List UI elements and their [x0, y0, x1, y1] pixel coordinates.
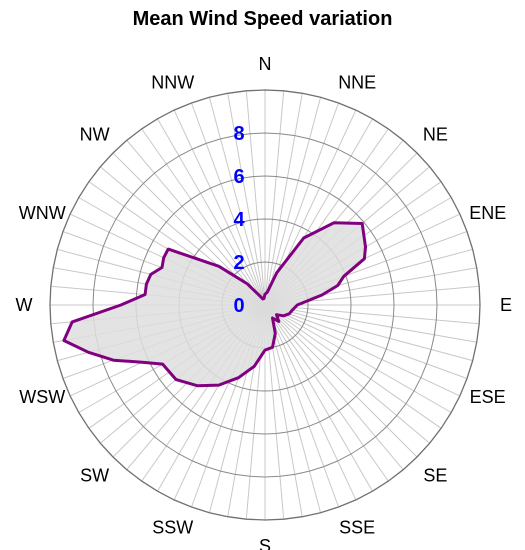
grid-ring	[92, 132, 438, 478]
grid-spoke	[264, 304, 418, 458]
direction-label-wsw: WSW	[19, 387, 65, 407]
grid-spoke	[157, 118, 266, 306]
radial-tick-label: 2	[233, 252, 244, 274]
grid-spoke	[227, 93, 266, 306]
direction-label-ne: NE	[423, 125, 448, 145]
direction-label-ssw: SSW	[152, 518, 193, 538]
grid-spoke	[264, 304, 477, 343]
grid-ring	[135, 175, 395, 435]
grid-spoke	[264, 304, 461, 397]
grid-spoke	[264, 304, 404, 471]
grid-spoke	[264, 304, 373, 492]
grid-spoke	[173, 109, 266, 306]
direction-label-ese: ESE	[470, 387, 506, 407]
direction-label-n: N	[259, 54, 272, 74]
grid-spoke	[264, 304, 389, 482]
radial-tick-label: 0	[233, 295, 244, 317]
direction-label-sse: SSE	[339, 518, 375, 538]
grid-spoke	[141, 128, 266, 306]
grid-spoke	[245, 90, 266, 306]
direction-label-wnw: WNW	[19, 203, 66, 223]
series-layer	[62, 221, 367, 388]
grid-spoke	[191, 102, 266, 306]
grid-spoke	[264, 90, 285, 306]
grid-spoke	[264, 97, 322, 306]
grid-spoke	[208, 97, 266, 306]
grid-spoke	[264, 304, 452, 413]
chart-title: Mean Wind Speed variation	[132, 8, 393, 30]
radial-tick-label: 8	[233, 123, 244, 145]
radial-tick-label: 4	[233, 209, 245, 231]
direction-label-sw: SW	[80, 465, 109, 485]
direction-labels: N NNE NE ENE E ESE SE SSE S SSW SW WSW W WNW NW NNW	[16, 54, 513, 550]
direction-label-s: S	[259, 536, 271, 550]
grid-spoke	[126, 139, 266, 306]
direction-label-w: W	[16, 295, 33, 315]
direction-label-se: SE	[423, 465, 447, 485]
grid-spoke	[264, 304, 431, 444]
grid-spoke	[264, 304, 468, 379]
direction-label-nnw: NNW	[151, 72, 194, 92]
grid-spoke	[264, 304, 473, 362]
direction-label-ene: ENE	[469, 203, 506, 223]
direction-label-nw: NW	[80, 125, 110, 145]
grid-spoke	[264, 304, 480, 325]
radial-tick-label: 6	[233, 166, 244, 188]
grid-spoke	[264, 304, 357, 501]
grid-spoke	[264, 93, 303, 306]
direction-label-nne: NNE	[338, 72, 376, 92]
radial-tick-labels: 0 2 4 6 8	[233, 123, 245, 317]
grid-spoke	[264, 304, 442, 429]
direction-label-e: E	[500, 295, 512, 315]
mean-wind-speed-series	[62, 221, 367, 388]
grid-spoke	[264, 304, 339, 508]
grid-ring	[49, 89, 481, 521]
